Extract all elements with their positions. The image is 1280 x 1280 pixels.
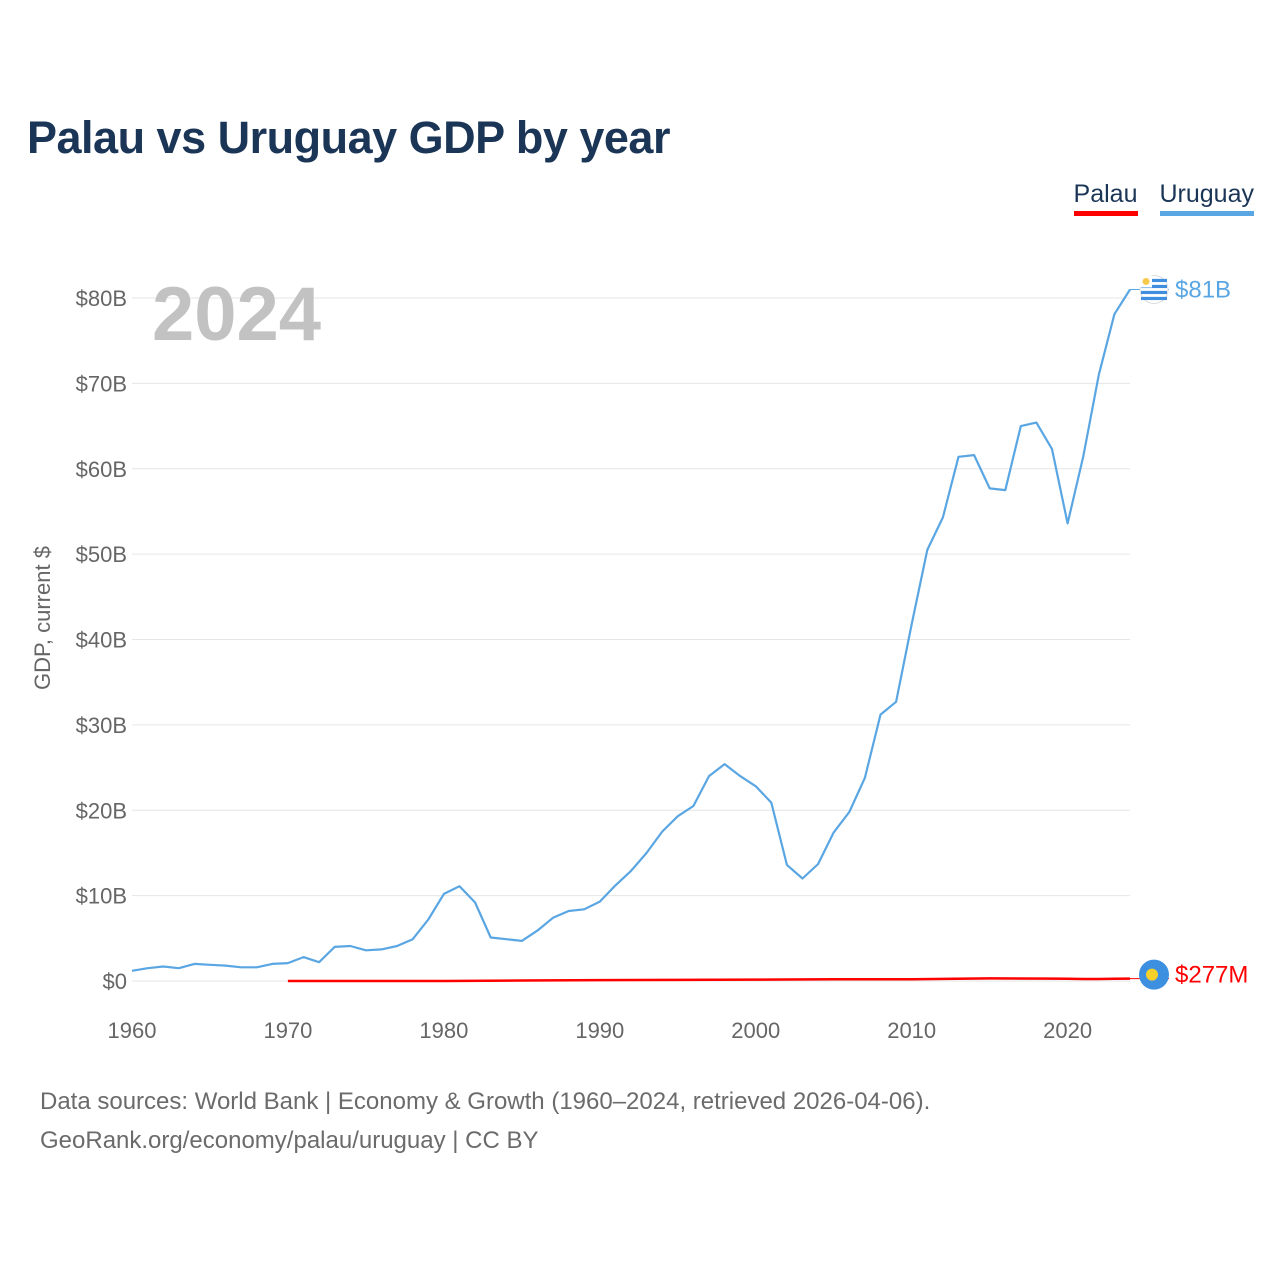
y-tick-label: $40B [76, 628, 127, 653]
series-lines [131, 288, 1131, 983]
data-sources-note: Data sources: World Bank | Economy & Gro… [40, 1088, 931, 1115]
uruguay-flag-icon [1139, 274, 1169, 304]
end-markers: $81B $277M [1130, 274, 1248, 990]
end-value-label-uruguay: $81B [1175, 276, 1231, 303]
y-tick-label: $50B [76, 542, 127, 567]
chart-title: Palau vs Uruguay GDP by year [27, 112, 670, 163]
series-line-palau [287, 977, 1131, 983]
y-tick-label: $0 [103, 969, 127, 994]
footer: Data sources: World Bank | Economy & Gro… [40, 1082, 930, 1160]
x-tick-label: 1970 [263, 1018, 312, 1043]
x-tick-label: 1980 [419, 1018, 468, 1043]
legend-item-uruguay[interactable]: Uruguay [1159, 180, 1254, 216]
x-tick-label: 1990 [575, 1018, 624, 1043]
palau-flag-icon [1139, 959, 1169, 990]
y-tick-label: $10B [76, 884, 127, 909]
current-year-label: 2024 [152, 272, 321, 357]
source-link[interactable]: GeoRank.org/economy/palau/uruguay | CC B… [40, 1127, 539, 1154]
end-value-label-palau: $277M [1175, 962, 1248, 989]
y-tick-label: $80B [76, 286, 127, 311]
y-tick-label: $60B [76, 457, 127, 482]
series-line-uruguay [131, 288, 1131, 972]
x-axis-ticks: 1960 1970 1980 1990 2000 2010 2020 [108, 1018, 1093, 1043]
y-axis-ticks: $0 $10B $20B $30B $40B $50B $60B $70B $80B [76, 286, 127, 994]
x-tick-label: 2020 [1043, 1018, 1092, 1043]
gridlines [132, 297, 1130, 982]
y-tick-label: $70B [76, 371, 127, 396]
y-tick-label: $30B [76, 713, 127, 738]
x-tick-label: 2000 [731, 1018, 780, 1043]
y-axis-label: GDP, current $ [30, 546, 55, 690]
legend: Palau Uruguay [1073, 180, 1254, 216]
x-tick-label: 1960 [108, 1018, 157, 1043]
y-tick-label: $20B [76, 798, 127, 823]
legend-item-palau[interactable]: Palau [1073, 180, 1138, 216]
x-tick-label: 2010 [887, 1018, 936, 1043]
